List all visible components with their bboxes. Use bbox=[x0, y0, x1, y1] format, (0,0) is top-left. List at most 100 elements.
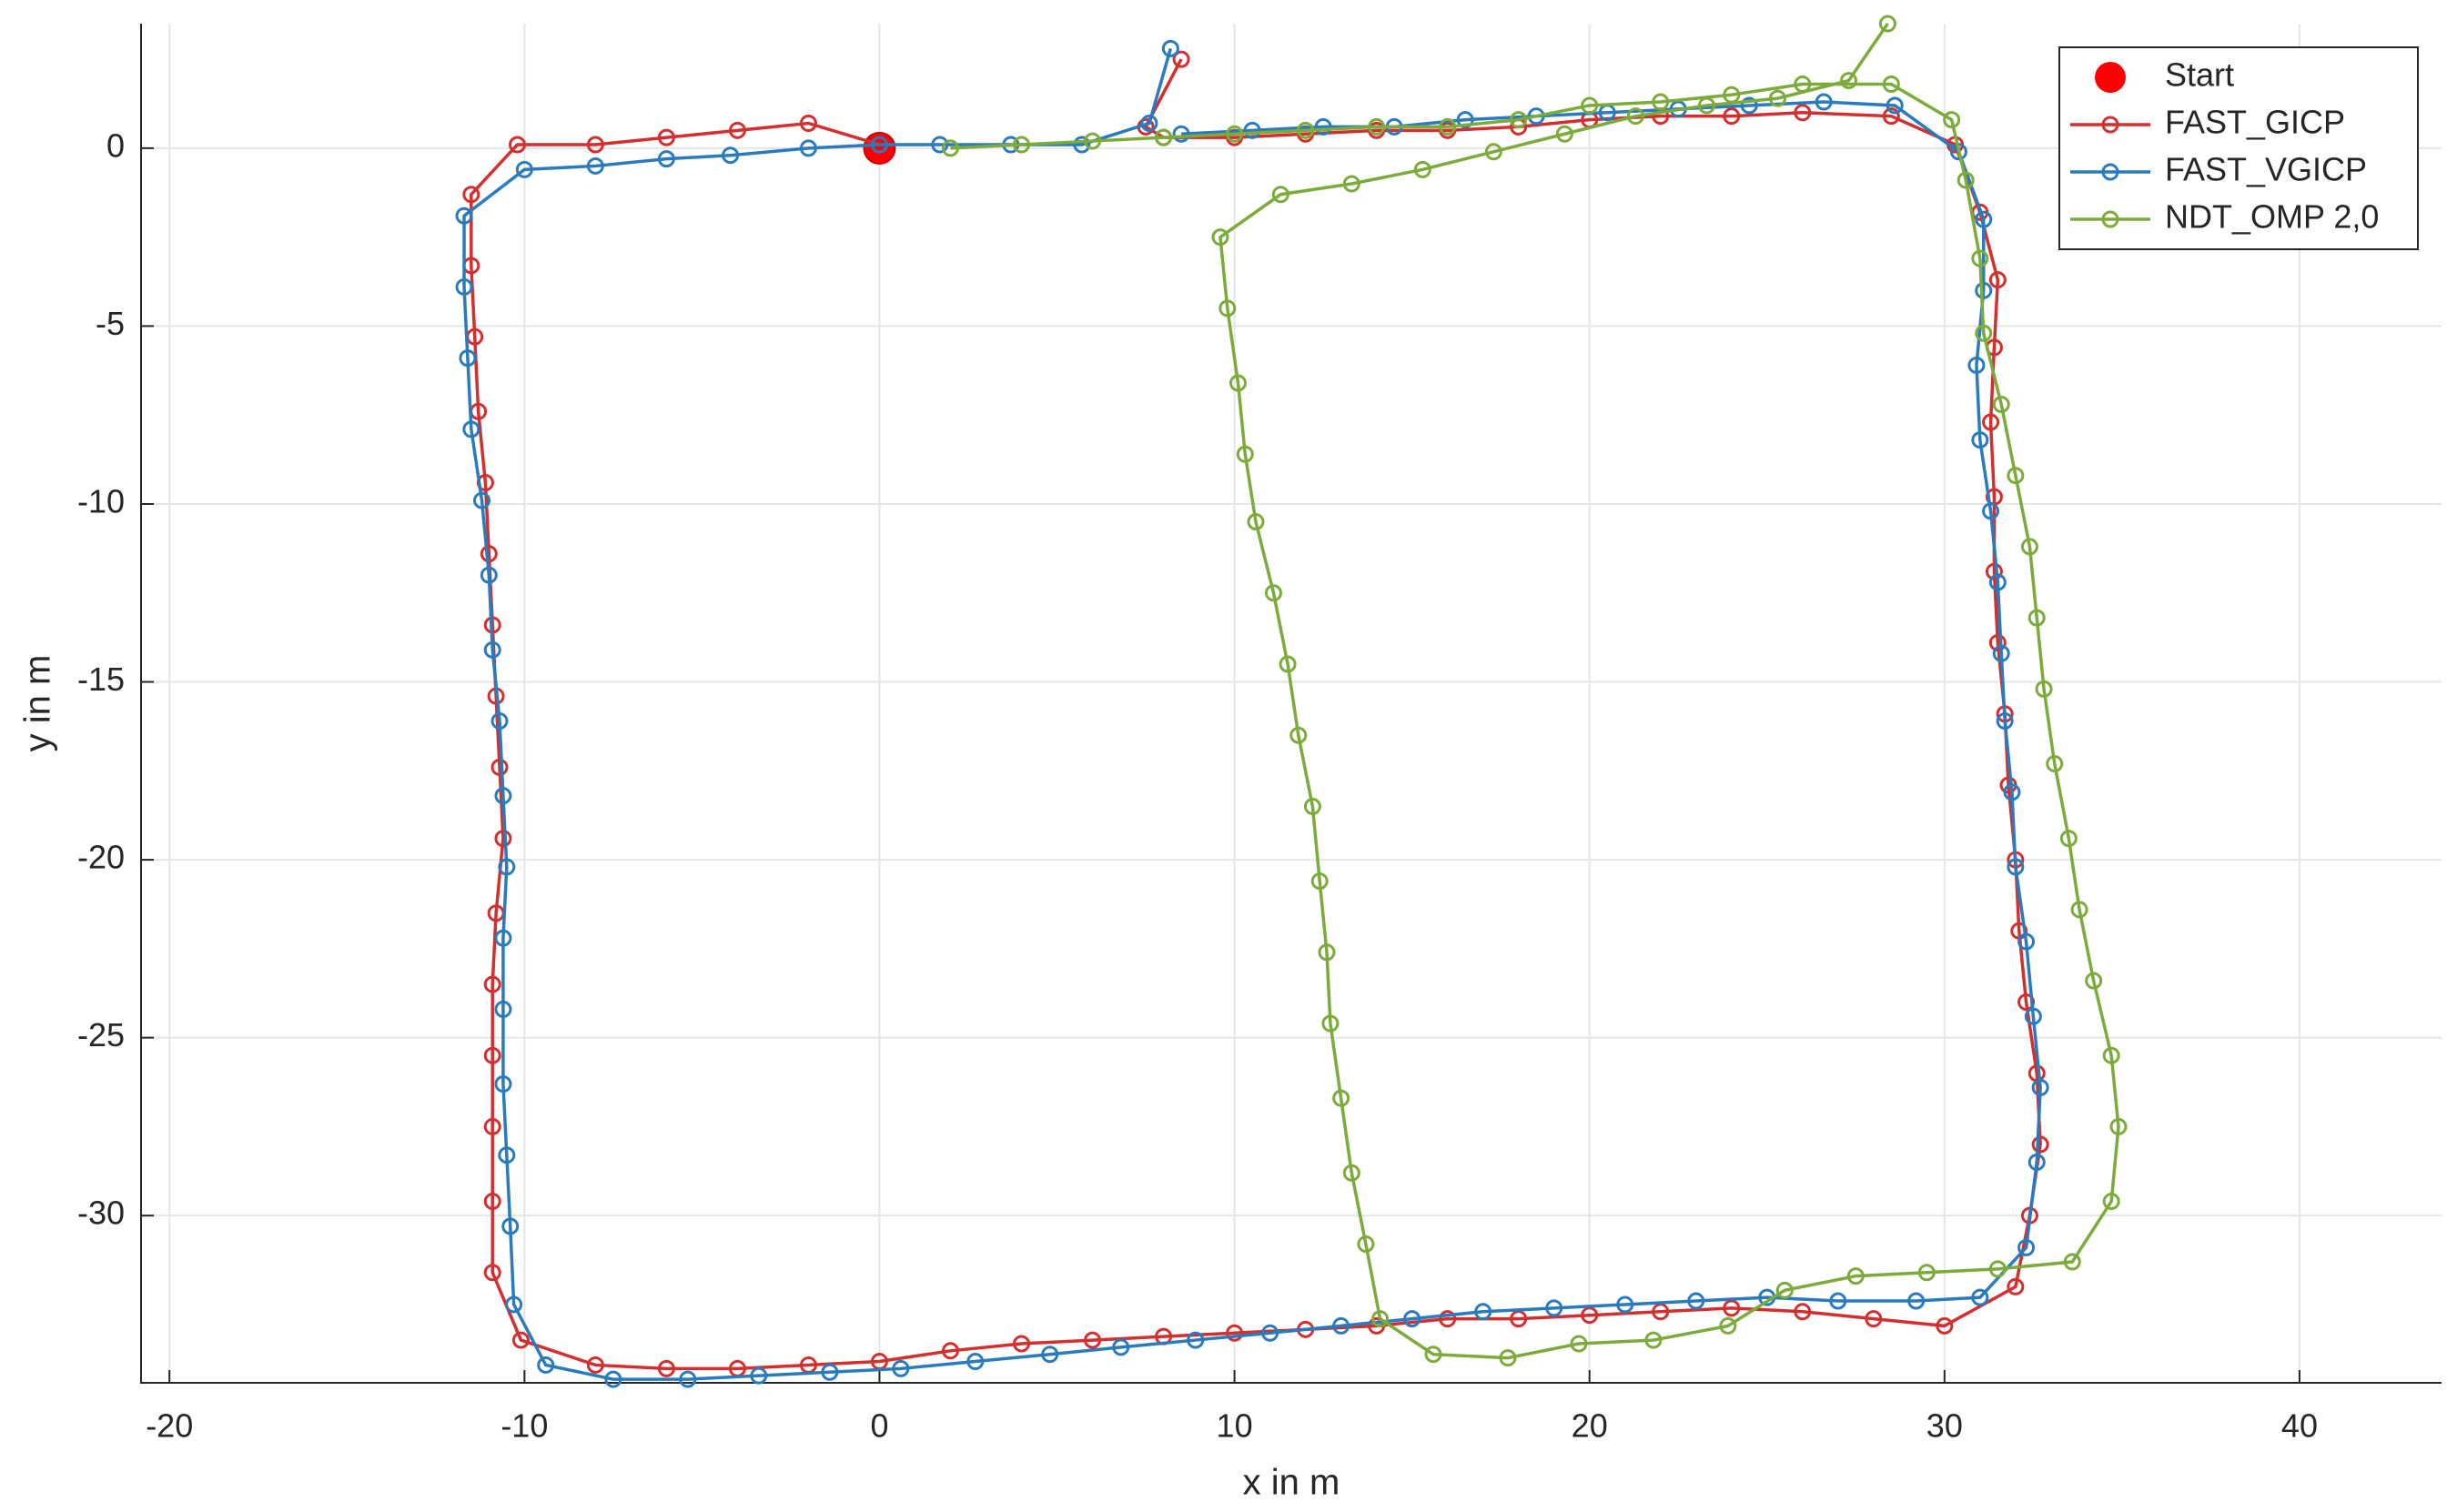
trajectory-point bbox=[1289, 726, 1308, 744]
y-axis-label: y in m bbox=[18, 655, 58, 752]
trajectory-point bbox=[455, 207, 473, 225]
legend-label: FAST_VGICP bbox=[2165, 151, 2367, 188]
trajectory-point bbox=[1236, 445, 1254, 463]
legend-label: Start bbox=[2165, 56, 2234, 94]
trajectory-point bbox=[2027, 609, 2046, 627]
trajectory-point bbox=[679, 1370, 697, 1388]
trajectory-point bbox=[1155, 128, 1173, 146]
legend-label: NDT_OMP 2,0 bbox=[2165, 198, 2379, 236]
trajectory-point bbox=[966, 1353, 985, 1371]
trajectory-point bbox=[1261, 1324, 1279, 1342]
trajectory-point bbox=[480, 566, 498, 584]
trajectory-point bbox=[1581, 96, 1599, 115]
trajectory-point bbox=[1865, 1310, 1883, 1328]
trajectory-point bbox=[1775, 1281, 1794, 1299]
trajectory-point bbox=[2031, 1135, 2049, 1154]
trajectory-point bbox=[494, 830, 512, 848]
trajectory-point bbox=[1988, 634, 2007, 652]
trajectory-point bbox=[1652, 1303, 1670, 1321]
trajectory-point bbox=[657, 128, 675, 146]
trajectory-point bbox=[586, 136, 604, 154]
trajectory-point bbox=[2007, 858, 2025, 876]
trajectory-point bbox=[494, 1074, 512, 1093]
trajectory-point bbox=[494, 1000, 512, 1018]
trajectory-point bbox=[1439, 117, 1457, 136]
trajectory-point bbox=[2102, 1046, 2120, 1064]
trajectory-point bbox=[1218, 299, 1237, 318]
trajectory-point bbox=[509, 136, 527, 154]
trajectory-point bbox=[494, 929, 512, 947]
trajectory-point bbox=[1570, 1335, 1588, 1353]
trajectory-point bbox=[1697, 96, 1715, 115]
trajectory-point bbox=[1794, 1303, 1812, 1321]
trajectory-point bbox=[1723, 1299, 1741, 1317]
trajectory-point bbox=[1988, 573, 2007, 591]
legend-marker bbox=[2101, 116, 2119, 134]
trajectory-point bbox=[1794, 104, 1812, 122]
x-tick-label: 20 bbox=[1572, 1407, 1608, 1445]
trajectory-point bbox=[483, 1264, 501, 1282]
trajectory-point bbox=[1882, 107, 1900, 126]
trajectory-point bbox=[2024, 1007, 2042, 1025]
legend-marker bbox=[2101, 210, 2119, 228]
trajectory-point bbox=[2007, 467, 2025, 485]
x-tick-label: -20 bbox=[146, 1407, 193, 1445]
trajectory-point bbox=[1226, 125, 1244, 143]
trajectory-point bbox=[2017, 1238, 2036, 1256]
trajectory-point bbox=[2102, 1193, 2120, 1211]
trajectory-point bbox=[586, 1356, 604, 1374]
trajectory-point bbox=[498, 1146, 516, 1164]
trajectory-point bbox=[1140, 115, 1158, 133]
y-tick-label: -5 bbox=[96, 305, 125, 342]
trajectory-point bbox=[2059, 830, 2078, 848]
trajectory-point bbox=[1413, 160, 1431, 178]
trajectory-point bbox=[1439, 1310, 1457, 1328]
y-tick-label: -30 bbox=[77, 1194, 125, 1232]
y-tick-label: 0 bbox=[106, 126, 125, 164]
trajectory-point bbox=[2070, 901, 2088, 919]
trajectory-point bbox=[1687, 1292, 1705, 1310]
y-tick-label: -10 bbox=[77, 482, 125, 519]
trajectory-point bbox=[1264, 584, 1282, 602]
trajectory-point bbox=[1794, 75, 1812, 93]
trajectory-point bbox=[1644, 1331, 1663, 1349]
trajectory-point bbox=[1247, 513, 1265, 531]
trajectory-point bbox=[1975, 281, 1993, 299]
trajectory-point bbox=[1992, 644, 2010, 662]
trajectory-point bbox=[2003, 783, 2021, 801]
trajectory-point bbox=[892, 1359, 910, 1377]
trajectory-point bbox=[1882, 75, 1900, 93]
trajectory-point bbox=[728, 121, 746, 139]
trajectory-point bbox=[1956, 171, 1975, 189]
trajectory-point bbox=[1271, 186, 1289, 204]
trajectory-point bbox=[2085, 972, 2103, 990]
trajectory-point bbox=[1626, 107, 1644, 126]
trajectory-point bbox=[511, 1331, 530, 1349]
trajectory-point bbox=[494, 787, 512, 805]
x-tick-label: 10 bbox=[1217, 1407, 1253, 1445]
trajectory-point bbox=[1310, 872, 1329, 891]
trajectory-point bbox=[1988, 271, 2007, 289]
trajectory-point bbox=[483, 975, 501, 993]
y-tick-label: -20 bbox=[77, 839, 125, 876]
trajectory-point bbox=[1303, 797, 1321, 815]
trajectory-point bbox=[1084, 132, 1102, 150]
trajectory-point bbox=[473, 491, 491, 509]
trajectory-point bbox=[1357, 1235, 1375, 1253]
trajectory-point bbox=[1975, 210, 1993, 228]
trajectory-point bbox=[2035, 680, 2053, 698]
trajectory-point bbox=[1943, 111, 1961, 129]
trajectory-point bbox=[515, 160, 533, 178]
trajectory-point bbox=[483, 1117, 501, 1135]
trajectory-point bbox=[1907, 1292, 1926, 1310]
trajectory-point bbox=[1971, 431, 1989, 449]
trajectory-point bbox=[941, 139, 959, 157]
trajectory-point bbox=[505, 1295, 523, 1314]
trajectory-point bbox=[1342, 175, 1360, 193]
trajectory-point bbox=[799, 115, 817, 133]
trajectory-point bbox=[722, 146, 740, 165]
trajectory-point bbox=[490, 712, 509, 731]
trajectory-point bbox=[498, 858, 516, 876]
trajectory-point bbox=[2020, 538, 2038, 556]
